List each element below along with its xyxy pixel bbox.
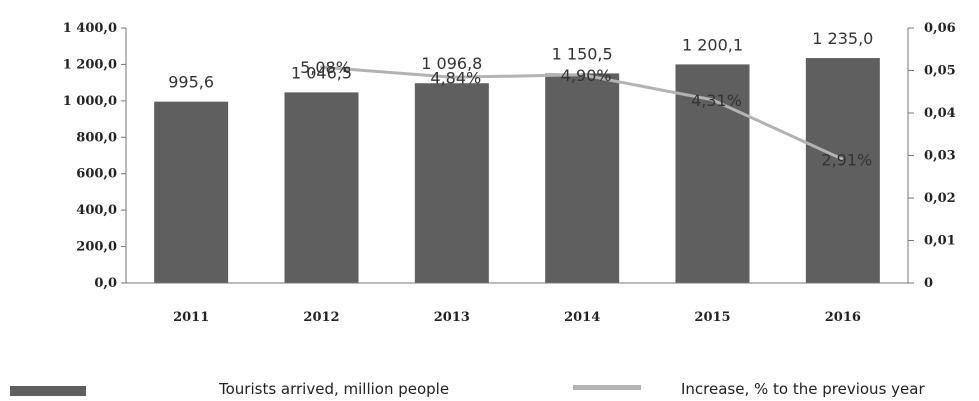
bar-2012 [284, 92, 359, 283]
line-value-label: 4,31% [691, 91, 742, 110]
left-tick-label: 1 400,0 [63, 21, 117, 36]
right-tick-label: 0,03 [924, 149, 956, 164]
legend-swatch-line [573, 385, 641, 390]
right-axis: 0 0,01 0,02 0,03 0,04 0,05 0,06 [907, 21, 956, 291]
line-value-label: 4,84% [430, 68, 481, 87]
line-point-2015 [711, 98, 714, 102]
right-tick-label: 0,02 [924, 191, 956, 206]
x-tick-label: 2015 [694, 310, 730, 325]
left-tick-label: 200,0 [76, 240, 117, 255]
left-tick-label: 1 000,0 [63, 94, 117, 109]
line-point-2013 [450, 75, 454, 79]
bar-2016 [805, 58, 880, 283]
bar-2011 [154, 101, 229, 283]
line-point-2016 [841, 157, 845, 161]
line-value-label: 5,08% [300, 58, 351, 77]
bar-value-label: 1 150,5 [552, 44, 613, 63]
left-tick-label: 600,0 [76, 167, 117, 182]
left-tick-label: 0,0 [94, 276, 117, 291]
x-tick-label: 2014 [564, 310, 600, 325]
bar-series [154, 58, 880, 284]
left-tick-label: 1 200,0 [63, 57, 117, 72]
bar-2013 [414, 83, 489, 284]
x-tick-label: 2011 [173, 310, 209, 325]
line-point-2014 [580, 73, 584, 77]
line-series [320, 65, 845, 161]
left-tick-label: 800,0 [76, 130, 117, 145]
right-tick-label: 0,05 [924, 64, 956, 79]
x-tick-label: 2012 [303, 310, 339, 325]
bar-value-label: 1 200,1 [682, 35, 743, 54]
left-tick-label: 400,0 [76, 203, 117, 218]
data-labels: 995,6 1 046,5 1 096,8 1 150,5 1 200,1 1 235,0… [168, 29, 873, 169]
right-tick-label: 0,04 [924, 106, 956, 121]
legend-label-line: Increase, % to the previous year [681, 380, 925, 398]
x-tick-label: 2013 [434, 310, 470, 325]
x-axis: 2011 2012 2013 2014 2015 2016 [126, 282, 908, 325]
right-tick-label: 0,06 [924, 21, 956, 36]
bar-value-label: 995,6 [168, 73, 214, 92]
bar-value-label: 1 235,0 [812, 29, 873, 48]
bar-value-label: 1 046,5 [291, 63, 352, 82]
bar-value-label: 1 096,8 [421, 54, 482, 73]
legend-label-bars: Tourists arrived, million people [219, 380, 450, 398]
line-point-2012 [320, 65, 323, 69]
right-tick-label: 0,01 [924, 234, 956, 249]
legend-swatch-bars [10, 386, 86, 396]
right-tick-label: 0 [924, 276, 933, 291]
bar-2014 [545, 73, 620, 283]
line-value-label: 4,90% [561, 66, 612, 85]
left-axis: 0,0 200,0 400,0 600,0 800,0 1 000,0 1 200,0 1 4… [63, 21, 127, 291]
line-value-label: 2,91% [821, 150, 872, 169]
x-tick-label: 2016 [825, 310, 861, 325]
